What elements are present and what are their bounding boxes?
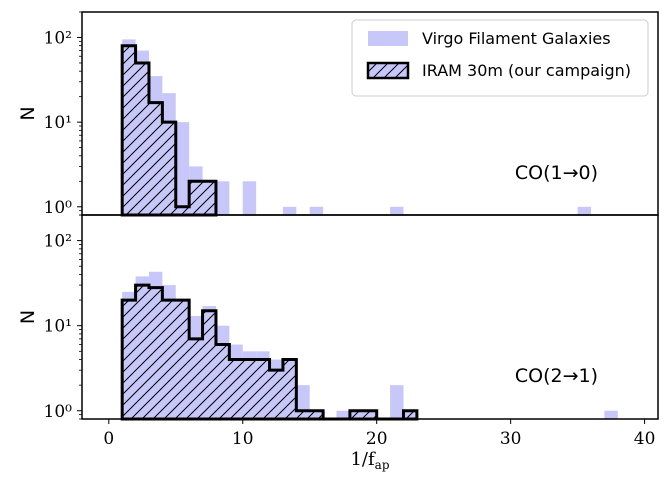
y-tick-label: 10²	[44, 28, 72, 48]
legend-swatch-virgo	[368, 31, 408, 46]
bar-virgo	[282, 206, 297, 215]
legend: Virgo Filament Galaxies IRAM 30m (our cam…	[351, 19, 649, 97]
x-tick-label: 40	[634, 429, 656, 449]
x-tick-label: 20	[366, 429, 388, 449]
y-axis-label: N	[17, 310, 39, 324]
panel-annotation: CO(2→1)	[515, 365, 598, 387]
panel-annotation: CO(1→0)	[515, 162, 598, 184]
x-tick-label: 30	[500, 429, 522, 449]
bar-virgo	[577, 206, 592, 215]
legend-swatch-iram	[366, 61, 410, 80]
legend-box	[351, 19, 649, 97]
axes-frame	[81, 214, 659, 420]
step-iram	[120, 44, 218, 217]
panel-top: 10⁰ 10¹ 10² N CO(1→0)	[17, 11, 659, 218]
x-tick-label: 0	[103, 429, 114, 449]
bar-virgo	[336, 410, 350, 419]
legend-label-iram: IRAM 30m (our campaign)	[422, 61, 631, 80]
y-tick-label: 10⁰	[44, 198, 73, 218]
bar-virgo	[390, 385, 404, 419]
step-iram	[120, 283, 419, 421]
bar-virgo	[604, 410, 618, 419]
bar-virgo	[390, 206, 404, 215]
bar-virgo	[242, 181, 257, 215]
bar-virgo	[215, 181, 230, 215]
x-tick-label: 10	[232, 429, 254, 449]
y-axis-label: N	[17, 106, 39, 120]
legend-label-virgo: Virgo Filament Galaxies	[422, 29, 611, 48]
bar-virgo	[309, 206, 324, 215]
y-tick-label: 10⁰	[44, 402, 73, 422]
y-tick-label: 10¹	[44, 113, 72, 133]
x-axis: 0 10 20 30 40 1/fap	[103, 419, 655, 472]
panel-bottom: 10⁰ 10¹ 10² N CO(2→1)	[17, 214, 659, 422]
y-tick-label: 10¹	[44, 317, 72, 337]
x-axis-label: 1/fap	[350, 449, 389, 472]
bar-virgo	[175, 122, 190, 215]
y-tick-label: 10²	[44, 232, 72, 252]
